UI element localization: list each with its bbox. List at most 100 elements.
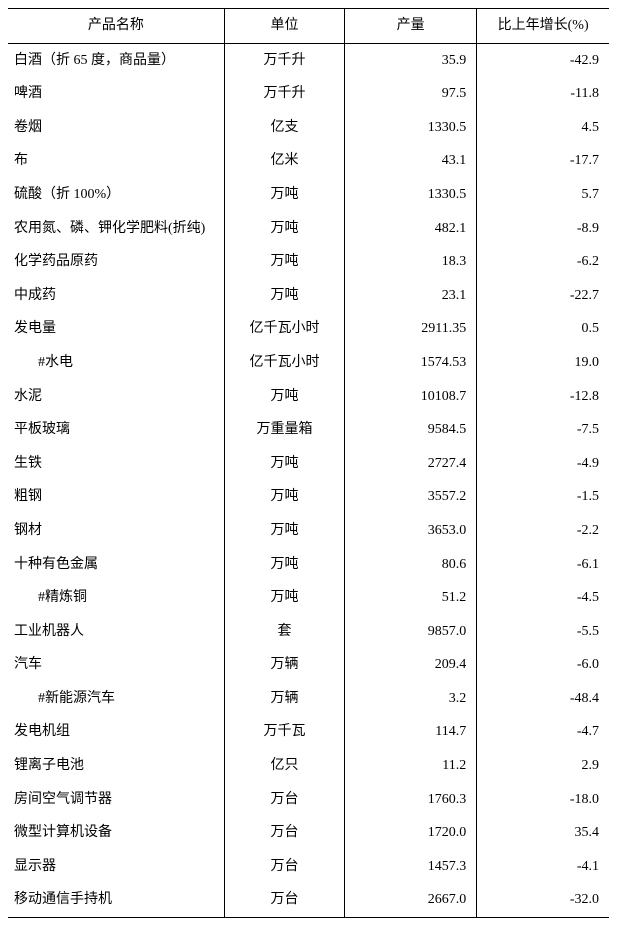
cell-growth: -22.7 — [477, 279, 609, 313]
table-row: 中成药万吨23.1-22.7 — [8, 279, 609, 313]
cell-growth: -11.8 — [477, 77, 609, 111]
table-row: 发电机组万千瓦114.7-4.7 — [8, 715, 609, 749]
cell-output: 2911.35 — [345, 312, 477, 346]
cell-output: 1457.3 — [345, 850, 477, 884]
cell-name: 化学药品原药 — [8, 245, 224, 279]
cell-output: 482.1 — [345, 212, 477, 246]
cell-output: 3.2 — [345, 682, 477, 716]
cell-name: 十种有色金属 — [8, 548, 224, 582]
cell-unit: 万辆 — [224, 682, 344, 716]
cell-output: 1330.5 — [345, 111, 477, 145]
cell-growth: -48.4 — [477, 682, 609, 716]
table-row: 卷烟亿支1330.54.5 — [8, 111, 609, 145]
cell-growth: -6.2 — [477, 245, 609, 279]
cell-unit: 万吨 — [224, 212, 344, 246]
table-row: 白酒（折 65 度，商品量）万千升35.9-42.9 — [8, 43, 609, 77]
cell-name: 移动通信手持机 — [8, 883, 224, 917]
cell-unit: 万台 — [224, 816, 344, 850]
table-row: 布亿米43.1-17.7 — [8, 144, 609, 178]
table-body: 白酒（折 65 度，商品量）万千升35.9-42.9啤酒万千升97.5-11.8… — [8, 43, 609, 917]
cell-output: 1330.5 — [345, 178, 477, 212]
cell-output: 43.1 — [345, 144, 477, 178]
cell-name: 微型计算机设备 — [8, 816, 224, 850]
cell-name: 生铁 — [8, 447, 224, 481]
header-unit: 单位 — [224, 9, 344, 44]
cell-growth: 5.7 — [477, 178, 609, 212]
cell-growth: -42.9 — [477, 43, 609, 77]
header-output: 产量 — [345, 9, 477, 44]
cell-output: 2667.0 — [345, 883, 477, 917]
cell-unit: 万吨 — [224, 548, 344, 582]
cell-unit: 万重量箱 — [224, 413, 344, 447]
cell-output: 3557.2 — [345, 480, 477, 514]
cell-name: 平板玻璃 — [8, 413, 224, 447]
table-row: 微型计算机设备万台1720.035.4 — [8, 816, 609, 850]
cell-name: 汽车 — [8, 648, 224, 682]
cell-unit: 万辆 — [224, 648, 344, 682]
table-header: 产品名称 单位 产量 比上年增长(%) — [8, 9, 609, 44]
table-row: 工业机器人套9857.0-5.5 — [8, 615, 609, 649]
cell-unit: 亿米 — [224, 144, 344, 178]
cell-unit: 亿千瓦小时 — [224, 346, 344, 380]
cell-growth: -12.8 — [477, 380, 609, 414]
table-row: 发电量亿千瓦小时2911.350.5 — [8, 312, 609, 346]
cell-output: 1574.53 — [345, 346, 477, 380]
cell-unit: 万吨 — [224, 279, 344, 313]
table-row: 生铁万吨2727.4-4.9 — [8, 447, 609, 481]
cell-growth: -4.1 — [477, 850, 609, 884]
cell-growth: -2.2 — [477, 514, 609, 548]
cell-unit: 万吨 — [224, 447, 344, 481]
table-row: 钢材万吨3653.0-2.2 — [8, 514, 609, 548]
cell-growth: 2.9 — [477, 749, 609, 783]
cell-name: #精炼铜 — [8, 581, 224, 615]
cell-name: 房间空气调节器 — [8, 783, 224, 817]
cell-growth: -18.0 — [477, 783, 609, 817]
cell-unit: 亿支 — [224, 111, 344, 145]
cell-name: 工业机器人 — [8, 615, 224, 649]
header-growth: 比上年增长(%) — [477, 9, 609, 44]
table-row: #精炼铜万吨51.2-4.5 — [8, 581, 609, 615]
cell-output: 9584.5 — [345, 413, 477, 447]
cell-output: 114.7 — [345, 715, 477, 749]
cell-unit: 万吨 — [224, 581, 344, 615]
cell-unit: 万千升 — [224, 43, 344, 77]
cell-output: 51.2 — [345, 581, 477, 615]
cell-name: #水电 — [8, 346, 224, 380]
products-table: 产品名称 单位 产量 比上年增长(%) 白酒（折 65 度，商品量）万千升35.… — [8, 8, 609, 918]
cell-unit: 万台 — [224, 850, 344, 884]
cell-output: 35.9 — [345, 43, 477, 77]
cell-name: 卷烟 — [8, 111, 224, 145]
cell-name: 显示器 — [8, 850, 224, 884]
cell-growth: 4.5 — [477, 111, 609, 145]
table-row: 房间空气调节器万台1760.3-18.0 — [8, 783, 609, 817]
cell-name: 布 — [8, 144, 224, 178]
cell-unit: 万吨 — [224, 245, 344, 279]
cell-output: 18.3 — [345, 245, 477, 279]
cell-growth: -4.5 — [477, 581, 609, 615]
table-row: 平板玻璃万重量箱9584.5-7.5 — [8, 413, 609, 447]
cell-name: 粗钢 — [8, 480, 224, 514]
cell-growth: -7.5 — [477, 413, 609, 447]
cell-unit: 万吨 — [224, 380, 344, 414]
table-row: 啤酒万千升97.5-11.8 — [8, 77, 609, 111]
cell-unit: 万千升 — [224, 77, 344, 111]
cell-output: 11.2 — [345, 749, 477, 783]
cell-growth: -6.1 — [477, 548, 609, 582]
cell-growth: -4.9 — [477, 447, 609, 481]
table-row: 粗钢万吨3557.2-1.5 — [8, 480, 609, 514]
table-row: 农用氮、磷、钾化学肥料(折纯)万吨482.1-8.9 — [8, 212, 609, 246]
cell-unit: 亿千瓦小时 — [224, 312, 344, 346]
table-row: 锂离子电池亿只11.22.9 — [8, 749, 609, 783]
cell-name: 中成药 — [8, 279, 224, 313]
cell-growth: -1.5 — [477, 480, 609, 514]
cell-unit: 套 — [224, 615, 344, 649]
cell-growth: -17.7 — [477, 144, 609, 178]
cell-unit: 万吨 — [224, 514, 344, 548]
cell-name: #新能源汽车 — [8, 682, 224, 716]
cell-growth: 19.0 — [477, 346, 609, 380]
cell-name: 啤酒 — [8, 77, 224, 111]
cell-name: 硫酸（折 100%） — [8, 178, 224, 212]
table-row: 显示器万台1457.3-4.1 — [8, 850, 609, 884]
cell-output: 97.5 — [345, 77, 477, 111]
table-row: #新能源汽车万辆3.2-48.4 — [8, 682, 609, 716]
